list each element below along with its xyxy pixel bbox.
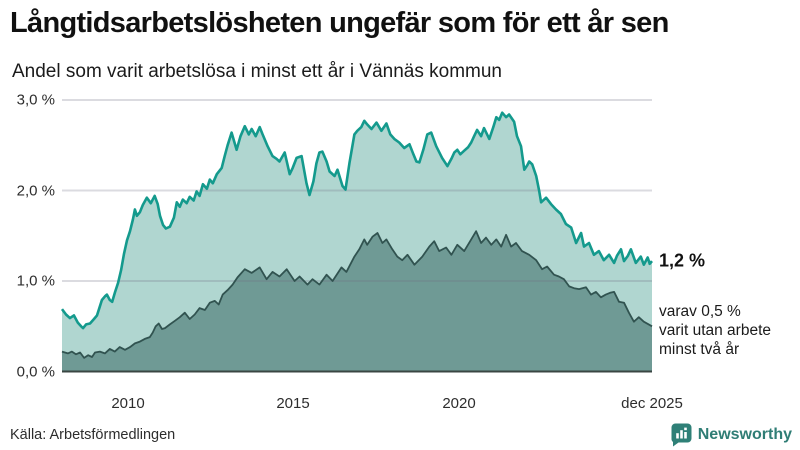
source-label: Källa: Arbetsförmedlingen (10, 427, 176, 443)
newsworthy-icon (671, 423, 692, 447)
end-note-line3: minst två år (659, 340, 740, 358)
end-note-line2: varit utan arbete (659, 321, 772, 339)
brand-name: Newsworthy (697, 426, 792, 443)
x-tick-2015: 2015 (276, 395, 310, 412)
x-tick-2020: 2020 (442, 395, 476, 412)
x-tick-dec-2025: dec 2025 (621, 395, 683, 412)
y-tick-0: 0,0 % (16, 363, 55, 380)
end-note: varav 0,5 % varit utan arbete minst två … (659, 303, 771, 360)
x-tick-2010: 2010 (111, 395, 145, 412)
newsworthy-logo: Newsworthy (671, 423, 792, 447)
end-value-label: 1,2 % (659, 250, 706, 271)
end-note-line1: varav 0,5 % (659, 303, 741, 320)
y-tick-2: 2,0 % (16, 182, 55, 199)
page-title: Långtidsarbetslösheten ungefär som för e… (10, 7, 669, 39)
y-tick-3: 3,0 % (16, 91, 55, 109)
chart-subtitle: Andel som varit arbetslösa i minst ett å… (12, 61, 502, 82)
y-tick-1: 1,0 % (16, 272, 55, 290)
